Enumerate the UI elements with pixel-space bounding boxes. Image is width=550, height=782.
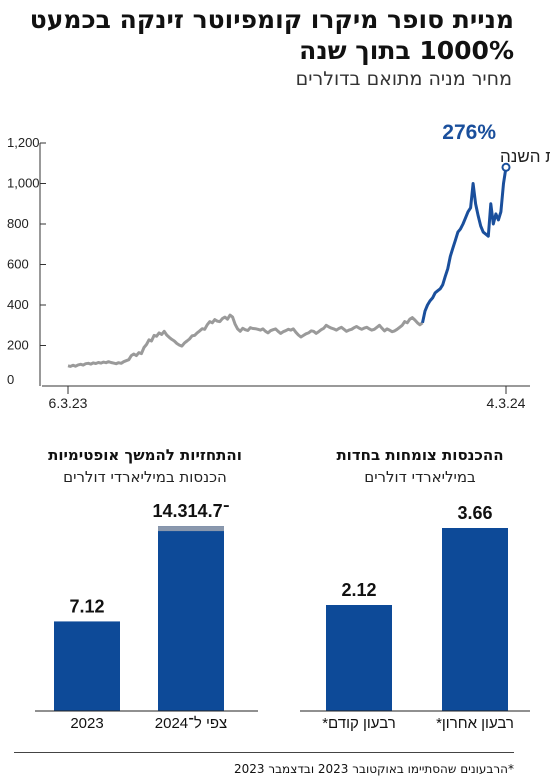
footnote: *הרבעונים שהסתיימו באוקטובר 2023 ובדצמבר… — [233, 762, 514, 776]
bar-category-label: צפי ל־2024 — [155, 715, 227, 732]
y-tick-label: 800 — [7, 216, 29, 231]
bar-value-label: 7.12 — [69, 596, 104, 616]
y-tick-label: 600 — [7, 257, 29, 272]
bar-value-label: 3.66 — [457, 503, 492, 523]
forecast-section-title: והתחזיות להמשך אופטימיות — [48, 446, 242, 464]
revenue-section-title: ההכנסות צומחות בחדות — [336, 446, 504, 464]
bar — [326, 605, 392, 711]
y-tick-label: 0 — [7, 372, 14, 387]
annotation-value: 276% — [442, 121, 496, 144]
bar-range-cap — [158, 526, 224, 532]
forecast-bar-chart: 7.12 2023 14.3־14.7 צפי ל־2024 — [54, 501, 230, 732]
y-tick-label: 1,200 — [7, 135, 40, 150]
bar-category-label: רבעון אחרון* — [436, 715, 514, 732]
y-axis: 1,200 1,000 800 600 400 200 0 — [7, 135, 46, 387]
revenue-bar-chart: 2.12 רבעון קודם* 3.66 רבעון אחרון* — [322, 503, 514, 732]
chart-title: מניית סופר מיקרו קומפיוטר זינקה בכמעט 10… — [29, 5, 514, 65]
bar-value-label: 14.3־14.7 — [153, 501, 230, 521]
x-label-end: 4.3.24 — [487, 395, 526, 411]
y-tick-label: 1,000 — [7, 176, 40, 191]
end-point-marker — [501, 162, 511, 172]
y-tick-label: 400 — [7, 297, 29, 312]
bar — [54, 621, 120, 711]
bar-category-label: רבעון קודם* — [322, 715, 396, 732]
stock-line-chart: 1,200 1,000 800 600 400 200 0 6.3.23 4.3.24 27… — [7, 121, 550, 411]
x-label-start: 6.3.23 — [49, 395, 88, 411]
footnote-divider — [14, 752, 514, 753]
annotation-label: מתחילת השנה — [500, 147, 550, 166]
bar — [442, 528, 508, 711]
chart-subtitle: מחיר מניה מתואם בדולרים — [295, 68, 512, 90]
bar-value-label: 2.12 — [341, 580, 376, 600]
y-tick-label: 200 — [7, 338, 29, 353]
forecast-section-subtitle: הכנסות במיליארדי דולרים — [63, 468, 227, 486]
price-line-recent — [421, 167, 508, 324]
price-line-early — [67, 313, 424, 368]
bar-category-label: 2023 — [70, 715, 103, 732]
bar-charts: 7.12 2023 14.3־14.7 צפי ל־2024 2.12 רבעון קו… — [35, 501, 530, 732]
bar — [158, 526, 224, 711]
revenue-section-subtitle: במיליארדי דולרים — [364, 468, 476, 486]
